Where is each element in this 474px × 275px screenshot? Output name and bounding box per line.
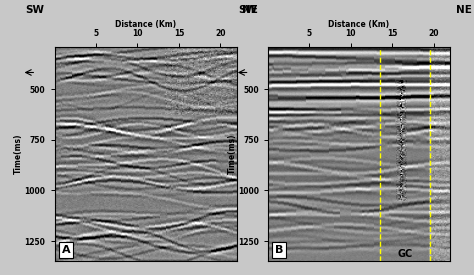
Text: SW: SW: [25, 5, 44, 15]
Text: NE: NE: [456, 5, 472, 15]
Text: GC: GC: [397, 249, 412, 259]
X-axis label: Distance (Km): Distance (Km): [115, 20, 176, 29]
Text: NE: NE: [243, 5, 258, 15]
Y-axis label: Time(ms): Time(ms): [228, 134, 237, 174]
Text: B: B: [275, 245, 283, 255]
X-axis label: Distance (Km): Distance (Km): [328, 20, 390, 29]
Text: SW: SW: [238, 5, 257, 15]
Y-axis label: Time(ms): Time(ms): [14, 134, 23, 174]
Text: A: A: [62, 245, 71, 255]
